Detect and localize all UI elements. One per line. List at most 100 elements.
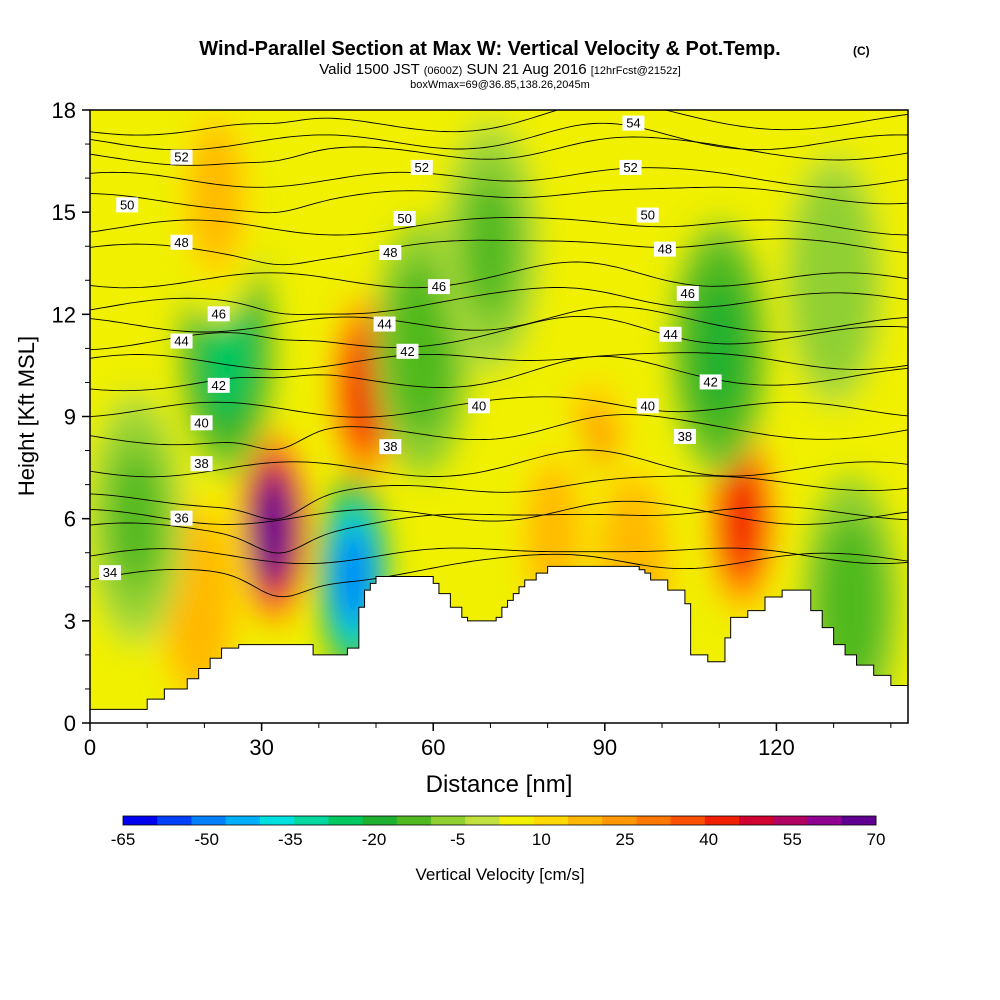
svg-text:44: 44 — [663, 327, 677, 342]
y-tick-label: 6 — [64, 507, 76, 532]
theta-label: 42 — [207, 377, 230, 393]
y-tick-label: 3 — [64, 609, 76, 634]
y-tick-label: 12 — [52, 302, 76, 327]
theta-label: 52 — [619, 159, 642, 175]
theta-contour-minor — [90, 167, 908, 188]
colorbar: -65 -50 -35 -20 -5 10 25 40 55 70 — [111, 815, 886, 849]
svg-text:46: 46 — [681, 286, 695, 301]
colorbar-swatch — [670, 816, 706, 825]
w-feature — [110, 452, 162, 585]
x-axis-label: Distance [nm] — [426, 771, 573, 798]
chart-subtitle: Valid 1500 JST (0600Z) SUN 21 Aug 2016 [… — [319, 61, 681, 78]
theta-contour-36 — [90, 506, 908, 554]
w-feature — [190, 129, 242, 262]
svg-text:44: 44 — [377, 317, 391, 332]
plot-area: 34 36 38 38 38 40 40 40 42 42 42 44 44 44 46 46 46 48 48 48… — [90, 110, 908, 723]
theta-label: 34 — [99, 565, 122, 581]
theta-label: 48 — [653, 241, 676, 257]
y-axis-label: Height [Kft MSL] — [14, 336, 39, 496]
x-tick-label: 90 — [593, 735, 617, 760]
x-tick-label: 120 — [758, 735, 795, 760]
theta-contour-54 — [90, 110, 908, 136]
theta-contour-52 — [90, 136, 908, 166]
svg-text:44: 44 — [174, 334, 188, 349]
colorbar-swatch — [225, 816, 261, 825]
subtitle-fcst: [12hrFcst@2152z] — [591, 65, 681, 77]
terrain-mask — [90, 565, 908, 723]
colorbar-tick-label: 25 — [616, 830, 635, 849]
svg-text:48: 48 — [383, 245, 397, 260]
theta-label: 48 — [170, 234, 193, 250]
colorbar-swatch — [602, 816, 637, 825]
chart-title-mark: (C) — [853, 44, 870, 58]
colorbar-swatch — [533, 816, 569, 825]
colorbar-swatch — [773, 816, 809, 825]
theta-contour-minor — [90, 217, 908, 236]
theta-label: 50 — [636, 207, 659, 223]
svg-text:48: 48 — [658, 242, 672, 257]
svg-text:52: 52 — [623, 160, 637, 175]
colorbar-swatch — [499, 816, 535, 825]
theta-contour-minor — [90, 306, 908, 333]
colorbar-swatch — [396, 816, 432, 825]
theta-contour-labels: 34 36 38 38 38 40 40 40 42 42 42 44 44 44 46 46 46 48 48 48… — [99, 115, 722, 581]
y-tick-label: 0 — [64, 711, 76, 736]
w-feature — [396, 282, 448, 415]
svg-text:42: 42 — [211, 378, 225, 393]
svg-text:36: 36 — [174, 511, 188, 526]
theta-label: 52 — [410, 159, 433, 175]
colorbar-swatch — [123, 816, 158, 825]
theta-label: 46 — [676, 285, 699, 301]
theta-label: 52 — [170, 149, 193, 165]
x-tick-label: 60 — [421, 735, 445, 760]
theta-contour-minor — [90, 449, 908, 478]
w-feature — [465, 180, 516, 313]
w-feature — [334, 524, 372, 629]
colorbar-swatch — [807, 816, 843, 825]
theta-label: 46 — [427, 279, 450, 295]
x-axis: 0 30 60 90 120 — [84, 723, 892, 760]
colorbar-swatch — [739, 816, 774, 825]
theta-contour-minor — [90, 261, 908, 289]
colorbar-swatch — [465, 816, 500, 825]
w-feature — [173, 537, 224, 670]
theta-label: 48 — [379, 245, 402, 261]
theta-label: 42 — [699, 374, 722, 390]
colorbar-tick-label: 70 — [867, 830, 886, 849]
colorbar-tick-label: 55 — [783, 830, 802, 849]
theta-label: 38 — [673, 428, 696, 444]
svg-text:38: 38 — [194, 456, 208, 471]
w-feature — [693, 282, 745, 415]
theta-contour-48 — [90, 238, 908, 266]
colorbar-swatch — [191, 816, 227, 825]
svg-text:50: 50 — [640, 208, 654, 223]
colorbar-swatch — [431, 816, 466, 825]
svg-text:42: 42 — [703, 374, 717, 389]
colorbar-swatch — [362, 816, 398, 825]
svg-text:52: 52 — [415, 160, 429, 175]
svg-text:48: 48 — [174, 235, 188, 250]
colorbar-tick-label: 10 — [532, 830, 551, 849]
y-tick-label: 9 — [64, 405, 76, 430]
colorbar-swatch — [294, 816, 329, 825]
theta-label: 50 — [393, 210, 416, 226]
colorbar-swatch — [328, 816, 364, 825]
x-tick-label: 30 — [249, 735, 273, 760]
colorbar-swatch — [704, 816, 740, 825]
theta-label: 38 — [379, 439, 402, 455]
svg-text:34: 34 — [103, 565, 117, 580]
chart-title: Wind-Parallel Section at Max W: Vertical… — [199, 38, 780, 60]
colorbar-swatch — [841, 816, 877, 825]
theta-contour-38 — [90, 475, 908, 520]
theta-contour-44 — [90, 315, 908, 351]
colorbar-tick-label: -65 — [111, 830, 136, 849]
theta-label: 44 — [659, 326, 682, 342]
colorbar-swatch — [567, 816, 603, 825]
subtitle-date: SUN 21 Aug 2016 — [466, 61, 586, 78]
subtitle-valid: Valid 1500 JST — [319, 61, 419, 78]
colorbar-tick-label: -35 — [278, 830, 303, 849]
theta-label: 36 — [170, 510, 193, 526]
svg-text:38: 38 — [383, 439, 397, 454]
colorbar-tick-label: 40 — [699, 830, 718, 849]
